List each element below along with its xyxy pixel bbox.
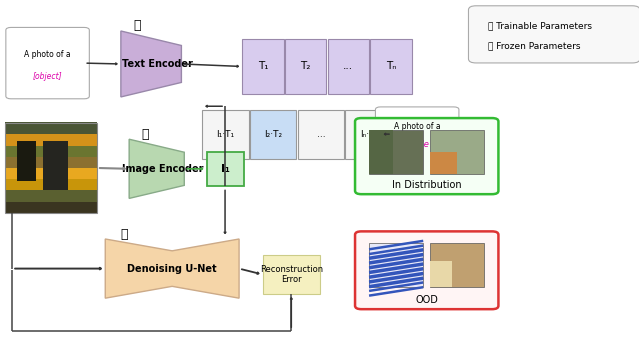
- Text: A photo of a: A photo of a: [394, 122, 440, 131]
- Text: A photo of a: A photo of a: [24, 50, 71, 59]
- Bar: [4, 190, 97, 202]
- Text: Reconstruction
Error: Reconstruction Error: [260, 265, 323, 284]
- Text: 🔥 Trainable Parameters: 🔥 Trainable Parameters: [488, 21, 591, 30]
- Text: [object]: [object]: [33, 72, 63, 81]
- FancyBboxPatch shape: [202, 109, 248, 159]
- Bar: [430, 152, 458, 174]
- FancyBboxPatch shape: [262, 255, 320, 294]
- Polygon shape: [121, 31, 181, 97]
- FancyBboxPatch shape: [346, 109, 392, 159]
- Bar: [4, 145, 97, 157]
- Text: I₁·T₁: I₁·T₁: [216, 130, 234, 139]
- Bar: [4, 122, 97, 134]
- Polygon shape: [105, 239, 239, 298]
- FancyBboxPatch shape: [371, 39, 412, 94]
- Text: Text Encoder: Text Encoder: [122, 59, 193, 69]
- Text: 🔥: 🔥: [120, 228, 128, 241]
- Text: T₁: T₁: [258, 61, 268, 72]
- FancyBboxPatch shape: [207, 152, 244, 186]
- FancyBboxPatch shape: [328, 39, 369, 94]
- Text: ...: ...: [317, 130, 325, 139]
- Bar: [430, 243, 484, 287]
- Bar: [4, 167, 97, 179]
- Bar: [430, 261, 452, 287]
- Bar: [43, 141, 68, 190]
- Text: Image Encoder: Image Encoder: [122, 164, 204, 174]
- Bar: [430, 130, 484, 174]
- Bar: [17, 141, 36, 181]
- Text: T₂: T₂: [300, 61, 311, 72]
- Text: Denoising U-Net: Denoising U-Net: [127, 264, 217, 273]
- Text: castle: castle: [404, 140, 429, 149]
- Text: 🧊 Frozen Parameters: 🧊 Frozen Parameters: [488, 41, 580, 50]
- Bar: [4, 201, 97, 213]
- FancyBboxPatch shape: [243, 39, 284, 94]
- Bar: [4, 178, 97, 190]
- Bar: [369, 130, 423, 174]
- Bar: [4, 156, 97, 168]
- FancyBboxPatch shape: [6, 27, 90, 99]
- FancyBboxPatch shape: [376, 107, 459, 161]
- FancyBboxPatch shape: [468, 6, 640, 63]
- Text: ...: ...: [343, 61, 353, 72]
- Bar: [369, 130, 394, 174]
- FancyBboxPatch shape: [298, 109, 344, 159]
- FancyBboxPatch shape: [285, 39, 326, 94]
- Text: Tₙ: Tₙ: [386, 61, 396, 72]
- Text: I₂·T₂: I₂·T₂: [264, 130, 282, 139]
- FancyBboxPatch shape: [250, 109, 296, 159]
- FancyBboxPatch shape: [355, 232, 499, 309]
- Text: OOD: OOD: [415, 295, 438, 305]
- Text: 🧊: 🧊: [133, 19, 141, 32]
- Polygon shape: [129, 139, 184, 198]
- Text: In Distribution: In Distribution: [392, 180, 461, 190]
- Text: Iₙ·Tₙ: Iₙ·Tₙ: [360, 130, 378, 139]
- FancyBboxPatch shape: [355, 118, 499, 194]
- Bar: [4, 134, 97, 146]
- Bar: [369, 243, 423, 287]
- Text: 🧊: 🧊: [141, 128, 149, 140]
- Text: I₁: I₁: [221, 164, 230, 174]
